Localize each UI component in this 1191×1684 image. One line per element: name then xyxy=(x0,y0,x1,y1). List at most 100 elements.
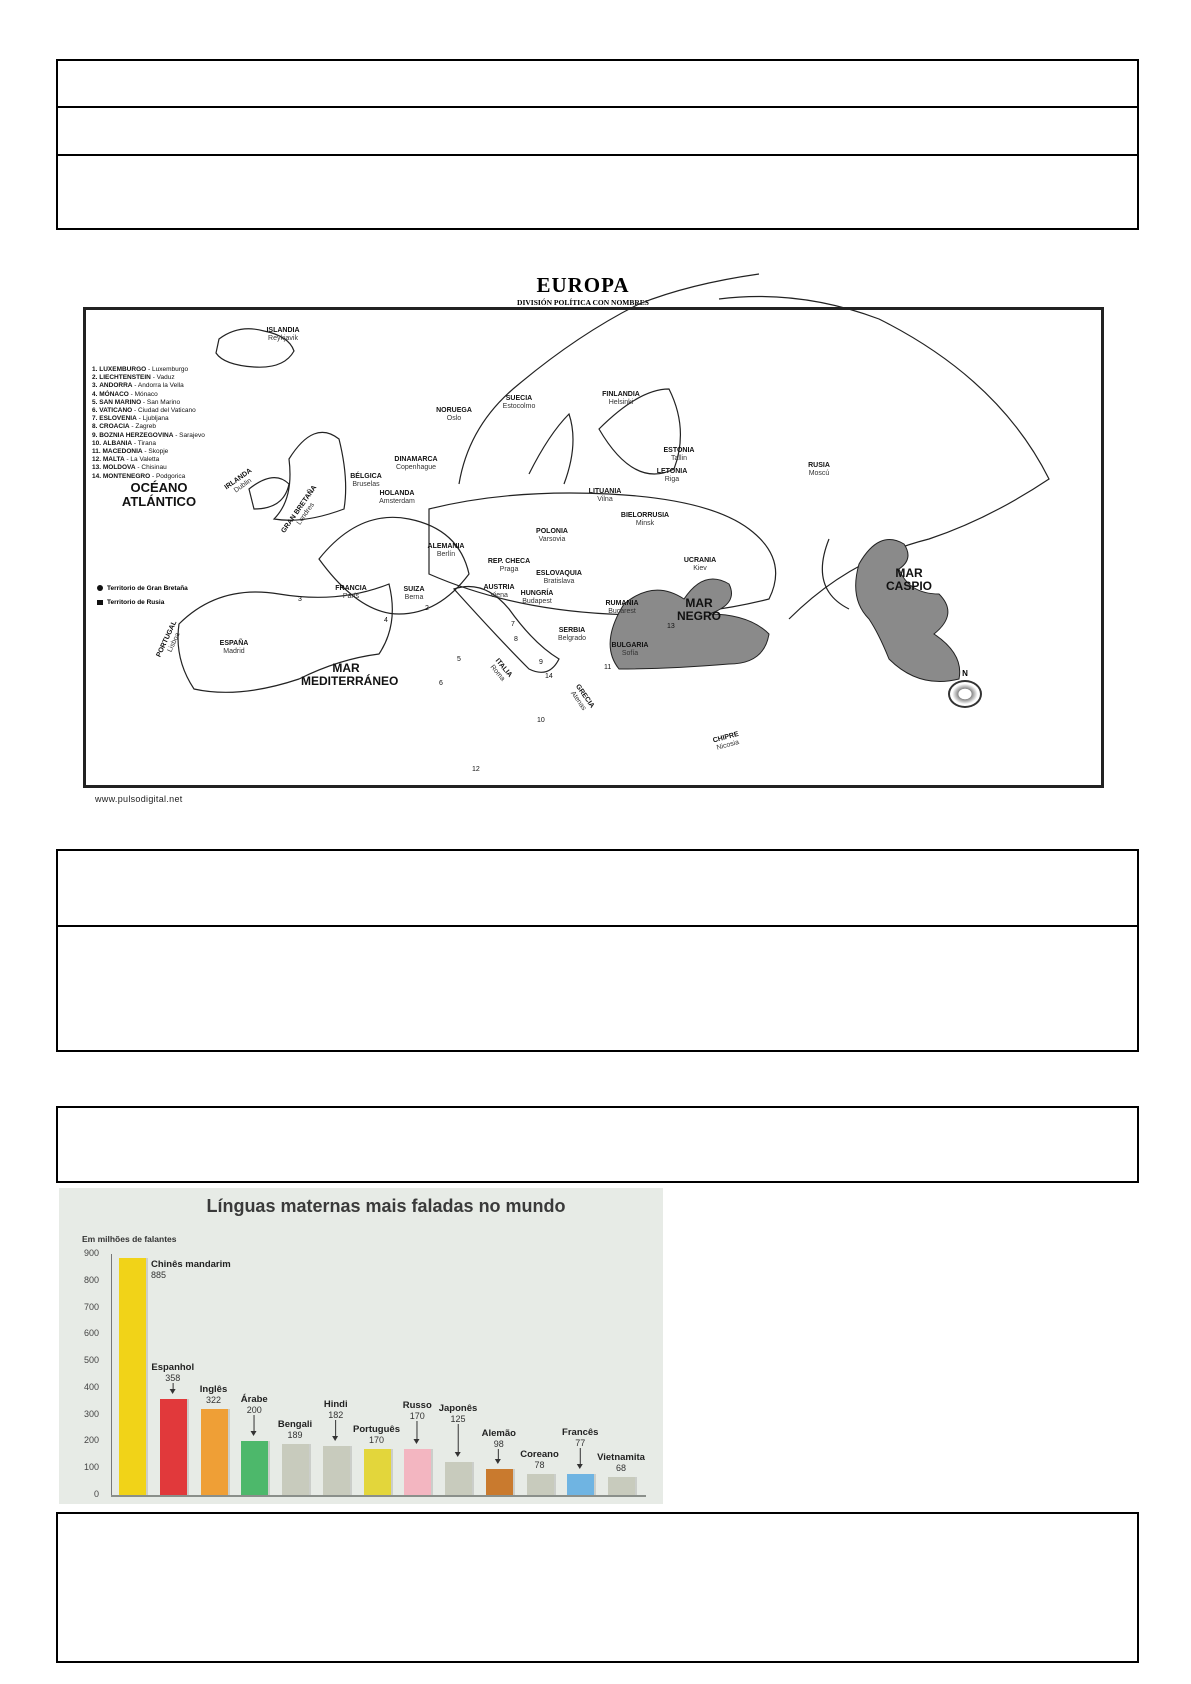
bar-francês xyxy=(567,1474,595,1495)
answer-field[interactable] xyxy=(58,927,1137,1050)
category-label: Russo xyxy=(402,1400,432,1412)
category-label: Bengali xyxy=(277,1419,313,1431)
map-number-label: 8 xyxy=(514,636,518,643)
y-tick-label: 800 xyxy=(83,1274,99,1285)
country-label: ALEMANIA Berlín xyxy=(428,543,465,559)
country-name: DINAMARCA xyxy=(394,456,438,463)
map-subtitle: DIVISIÓN POLÍTICA CON NOMBRES xyxy=(517,298,649,307)
bar-label: Francês 77 xyxy=(562,1428,598,1470)
capital-name: Bratislava xyxy=(543,578,575,585)
bar-coreano xyxy=(526,1474,554,1495)
map-shapes xyxy=(177,273,1050,693)
country-name: LITUANIA xyxy=(588,488,622,495)
country-name: POLONIA xyxy=(536,528,568,535)
item-country: MALTA xyxy=(102,456,125,464)
item-country: ANDORRA xyxy=(99,382,133,390)
sea-label-atlantic: OCÉANO ATLÁNTICO xyxy=(121,480,197,509)
arrow-down-icon xyxy=(332,1420,339,1442)
answer-field[interactable] xyxy=(58,156,1137,228)
country-name: BIELORRUSIA xyxy=(620,512,670,519)
item-country: ALBANIA xyxy=(102,439,133,447)
answer-field[interactable] xyxy=(58,61,1137,108)
capital-name: Oslo xyxy=(446,415,462,422)
country-label: RUMANIA Bucarest xyxy=(605,600,638,616)
category-label: Chinês mandarim xyxy=(151,1259,231,1271)
value-label: 78 xyxy=(534,1460,545,1471)
key-gb: Territorio de Gran Bretaña xyxy=(97,582,188,596)
value-label: 170 xyxy=(409,1411,425,1422)
country-label: BULGARIA Sofía xyxy=(612,642,649,658)
item-number: 13. xyxy=(92,464,102,472)
category-label: Português xyxy=(353,1424,400,1436)
arrow-down-icon xyxy=(169,1383,176,1395)
capital-name: Kiev xyxy=(693,565,707,572)
item-capital: Luxemburgo xyxy=(151,366,189,373)
bar-russo xyxy=(404,1449,432,1495)
answer-box-2 xyxy=(56,849,1139,1052)
category-label: Inglês xyxy=(199,1383,228,1395)
map-frame xyxy=(83,307,1104,788)
country-label: BIELORRUSIA Minsk xyxy=(621,512,669,528)
value-label: 885 xyxy=(151,1270,167,1281)
arrow-down-icon xyxy=(454,1423,461,1457)
map-number-label: 2 xyxy=(425,605,429,612)
country-label: SERBIA Belgrado xyxy=(558,627,586,643)
item-capital: Sarajevo xyxy=(179,431,205,439)
caspian-sea xyxy=(855,539,961,682)
legend-list-item: 12. MALTA - La Valetta xyxy=(92,456,160,464)
bar-label: Árabe 200 xyxy=(241,1395,268,1437)
item-number: 7. xyxy=(92,415,98,423)
answer-box-4 xyxy=(56,1512,1139,1663)
country-label: HUNGRÍA Budapest xyxy=(521,590,554,606)
country-name: ESTONIA xyxy=(663,447,695,454)
y-tick-label: 700 xyxy=(83,1301,99,1312)
item-number: 8. xyxy=(92,423,98,431)
legend-list-item: 5. SAN MARINO - San Marino xyxy=(92,398,181,406)
item-country: LUXEMBURGO xyxy=(99,366,147,373)
capital-name: Berlín xyxy=(436,551,456,558)
country-label: FRANCIA París xyxy=(335,585,367,601)
bar-label: Vietnamita 68 xyxy=(597,1452,645,1473)
legend-list-item: 8. CROACIA - Zagreb xyxy=(92,423,156,431)
answer-box-3 xyxy=(56,1106,1139,1183)
map-number-label: 7 xyxy=(511,621,515,628)
capital-name: Helsinki xyxy=(608,399,634,406)
value-label: 170 xyxy=(368,1435,385,1446)
country-label: BÉLGICA Bruselas xyxy=(350,473,382,489)
item-capital: Skopje xyxy=(148,448,169,456)
capital-name: Berna xyxy=(404,594,424,601)
country-label: POLONIA Varsovia xyxy=(536,528,568,544)
capital-name: Moscú xyxy=(808,470,830,477)
capital-name: Tallin xyxy=(671,455,687,462)
legend-list-item: 1. LUXEMBURGO - Luxemburgo xyxy=(92,366,189,373)
map-number-label: 14 xyxy=(545,673,553,680)
y-tick-label: 200 xyxy=(83,1435,99,1446)
country-label: HOLANDA Amsterdam xyxy=(379,490,415,506)
value-label: 182 xyxy=(328,1410,344,1421)
country-label: RUSIA Moscú xyxy=(808,462,830,478)
languages-bar-chart: Línguas maternas mais faladas no mundo E… xyxy=(59,1188,663,1504)
legend-list-item: 6. VATICANO - Ciudad del Vaticano xyxy=(92,407,196,415)
country-name: SUECIA xyxy=(505,395,533,402)
answer-field[interactable] xyxy=(58,851,1137,927)
bar-alemão xyxy=(485,1468,513,1495)
capital-name: Bucarest xyxy=(608,608,636,615)
capital-name: Riga xyxy=(664,476,680,483)
bar-bengali xyxy=(282,1444,309,1495)
country-name: UCRANIA xyxy=(683,557,717,564)
answer-field[interactable] xyxy=(58,108,1137,156)
answer-box-1 xyxy=(56,59,1139,230)
key-ru-label: Territorio de Rusia xyxy=(107,599,165,606)
country-label: NORUEGA Oslo xyxy=(436,407,472,423)
arrow-down-icon xyxy=(495,1448,502,1464)
value-label: 189 xyxy=(287,1430,303,1441)
capital-name: Budapest xyxy=(522,598,552,605)
bar-label: Alemão 98 xyxy=(482,1428,516,1464)
sea-label-caspian: MAR CASPIO xyxy=(885,566,932,593)
item-capital: Podgorica xyxy=(155,472,186,480)
country-label: ESPAÑA Madrid xyxy=(220,640,249,656)
item-number: 4. xyxy=(92,390,98,398)
map-title: EUROPA DIVISIÓN POLÍTICA CON NOMBRES xyxy=(517,273,649,307)
country-label: LETONIA Riga xyxy=(657,468,688,484)
capital-name: Copenhague xyxy=(395,464,437,471)
